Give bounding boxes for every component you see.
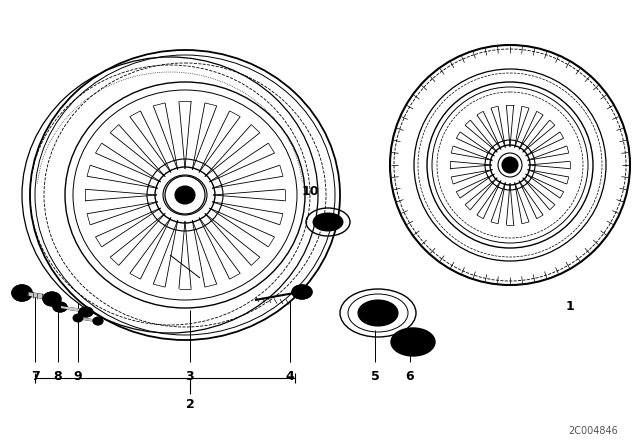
Text: 7: 7: [31, 370, 40, 383]
Ellipse shape: [366, 305, 390, 321]
Ellipse shape: [79, 307, 93, 317]
Ellipse shape: [320, 217, 336, 227]
Ellipse shape: [358, 300, 398, 326]
Text: 2C004846: 2C004846: [568, 426, 618, 436]
Text: 2: 2: [186, 398, 195, 411]
Ellipse shape: [408, 339, 418, 345]
Ellipse shape: [292, 285, 312, 299]
Text: 5: 5: [371, 370, 380, 383]
Ellipse shape: [73, 314, 83, 322]
Text: 9: 9: [74, 370, 83, 383]
Ellipse shape: [175, 186, 195, 204]
Ellipse shape: [53, 302, 67, 312]
Text: 1: 1: [566, 300, 574, 313]
Text: 10: 10: [301, 185, 319, 198]
Ellipse shape: [43, 292, 61, 306]
Ellipse shape: [372, 310, 376, 313]
Ellipse shape: [380, 314, 384, 316]
Text: 3: 3: [186, 370, 195, 383]
Ellipse shape: [401, 334, 425, 350]
Text: 4: 4: [285, 370, 294, 383]
Text: 6: 6: [406, 370, 414, 383]
Ellipse shape: [391, 328, 435, 356]
Ellipse shape: [93, 317, 103, 325]
Ellipse shape: [502, 157, 518, 173]
Ellipse shape: [313, 213, 343, 231]
Text: 8: 8: [54, 370, 62, 383]
Ellipse shape: [12, 285, 32, 301]
Ellipse shape: [502, 163, 508, 168]
Ellipse shape: [16, 288, 28, 298]
Ellipse shape: [513, 163, 518, 168]
